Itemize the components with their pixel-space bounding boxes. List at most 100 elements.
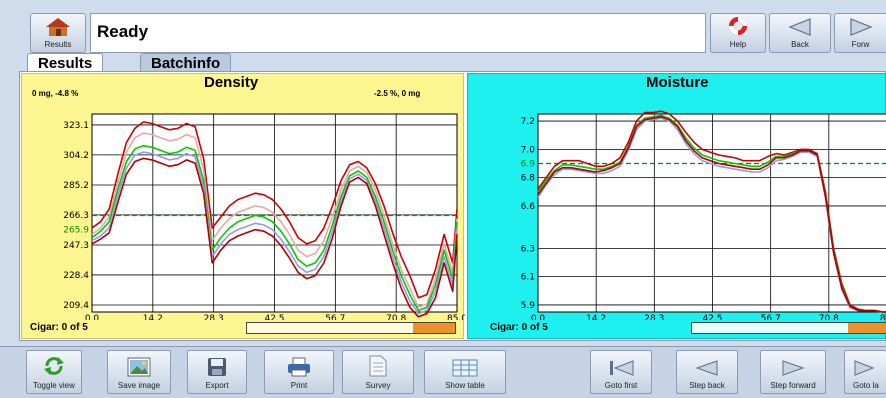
- goto-first-button[interactable]: Goto first: [590, 350, 652, 394]
- goto-last-label: Goto la: [853, 381, 879, 390]
- density-series-1-line: [91, 132, 458, 308]
- moisture-progress-fill: [692, 323, 848, 333]
- density-progress-accent: [413, 323, 455, 333]
- moisture-y-tick-label: 6.6: [521, 202, 536, 212]
- moisture-chart: 0.0 14.2 28.3 42.5 56.7 70.8 85. 7.2 7.0 6.8 6.6 6.…: [521, 110, 886, 320]
- forward-button[interactable]: Forw: [834, 13, 886, 53]
- density-title: Density: [204, 74, 259, 91]
- density-series-3-line: [91, 151, 458, 315]
- show-table-button[interactable]: Show table: [424, 350, 506, 394]
- toggle-view-button[interactable]: Toggle view: [26, 350, 82, 394]
- moisture-panel: Moisture 0.0 14.2 28.3 42.5 56.7 70.8 85. 7.2 7.…: [467, 73, 886, 339]
- forward-label: Forw: [851, 40, 870, 49]
- moisture-reference-label: 6.9: [521, 160, 536, 170]
- density-x-tick-label: 14.2: [143, 314, 163, 320]
- density-y-tick-label: 266.3: [63, 211, 89, 221]
- export-disk-icon: [208, 358, 226, 376]
- step-forward-label: Step forward: [770, 381, 816, 390]
- moisture-y-tick-label: 5.9: [521, 301, 536, 311]
- goto-first-label: Goto first: [604, 381, 638, 390]
- moisture-progress-bar: [691, 322, 886, 334]
- density-left-info: 0 mg, -4.8 %: [32, 89, 79, 98]
- survey-document-icon: [369, 355, 387, 377]
- density-x-tick-label: 85.0: [447, 314, 465, 320]
- moisture-y-tick-label: 6.1: [521, 273, 535, 283]
- printer-icon: [288, 357, 310, 377]
- density-panel: Density 0 mg, -4.8 % -2.5 %, 0 mg 0.0 14.…: [21, 73, 465, 339]
- back-label: Back: [791, 40, 809, 49]
- moisture-x-tick-label: 42.5: [702, 314, 722, 320]
- print-label: Print: [290, 381, 308, 390]
- density-x-tick-label: 70.8: [386, 314, 406, 320]
- density-progress-fill: [247, 323, 414, 333]
- results-home-button[interactable]: Results: [30, 13, 86, 53]
- moisture-cigar-label: Cigar: 0 of 5: [490, 322, 548, 333]
- moisture-x-tick-label: 14.2: [586, 314, 606, 320]
- step-back-label: Step back: [689, 381, 725, 390]
- forward-arrow-icon: [849, 18, 873, 36]
- step-forward-icon: [782, 360, 805, 376]
- help-button[interactable]: Help: [710, 13, 766, 53]
- goto-last-icon: [854, 360, 875, 376]
- moisture-y-tick-label: 7.2: [521, 117, 535, 127]
- density-x-tick-label: 56.7: [325, 314, 345, 320]
- density-x-tick-label: 42.5: [264, 314, 284, 320]
- density-y-tick-label: 209.4: [63, 301, 89, 311]
- density-x-tick-label: 28.3: [204, 314, 224, 320]
- status-text: Ready: [97, 22, 149, 41]
- results-home-label: Results: [44, 40, 72, 49]
- moisture-progress-accent: [848, 323, 886, 333]
- step-back-button[interactable]: Step back: [676, 350, 738, 394]
- moisture-x-tick-label: 0.0: [531, 314, 546, 320]
- density-right-info: -2.5 %, 0 mg: [374, 89, 421, 98]
- density-series-2-line: [91, 144, 458, 312]
- moisture-y-tick-label: 6.8: [521, 174, 536, 184]
- status-bar: Ready: [90, 13, 706, 53]
- survey-label: Survey: [365, 381, 391, 390]
- print-button[interactable]: Print: [264, 350, 334, 394]
- toggle-view-icon: [44, 357, 64, 375]
- table-grid-icon: [452, 359, 478, 377]
- density-series-4-line: [91, 157, 458, 318]
- moisture-x-tick-label: 85.: [880, 314, 886, 320]
- moisture-plot-area: [537, 113, 886, 313]
- tab-batchinfo[interactable]: Batchinfo: [140, 53, 232, 72]
- density-chart: 0.0 14.2 28.3 42.5 56.7 70.8 85.0 323.1 304.2 285…: [63, 113, 465, 320]
- step-back-icon: [695, 360, 718, 376]
- back-button[interactable]: Back: [769, 13, 831, 53]
- toggle-view-label: Toggle view: [33, 381, 75, 390]
- export-label: Export: [205, 381, 229, 390]
- moisture-x-tick-label: 28.3: [644, 314, 664, 320]
- save-image-label: Save image: [117, 381, 161, 390]
- step-forward-button[interactable]: Step forward: [760, 350, 826, 394]
- moisture-y-tick-label: 7.0: [521, 145, 536, 155]
- help-label: Help: [729, 40, 747, 49]
- goto-first-icon: [610, 360, 634, 376]
- density-progress-bar: [246, 322, 456, 334]
- density-y-tick-label: 285.2: [63, 181, 89, 191]
- density-series-0-line: [91, 121, 458, 299]
- moisture-x-tick-label: 70.8: [819, 314, 839, 320]
- density-y-tick-label: 323.1: [63, 121, 89, 131]
- back-arrow-icon: [788, 18, 811, 36]
- show-table-label: Show table: [445, 381, 485, 390]
- density-cigar-label: Cigar: 0 of 5: [30, 322, 88, 333]
- survey-button[interactable]: Survey: [342, 350, 414, 394]
- density-y-tick-label: 228.4: [63, 271, 89, 281]
- save-image-button[interactable]: Save image: [107, 350, 171, 394]
- density-x-tick-label: 0.0: [85, 314, 100, 320]
- moisture-x-tick-label: 56.7: [761, 314, 781, 320]
- moisture-y-tick-label: 6.3: [521, 244, 535, 254]
- moisture-series-3-line: [537, 115, 886, 313]
- save-image-icon: [127, 357, 151, 377]
- lifebuoy-help-icon: [729, 17, 747, 35]
- goto-last-button[interactable]: Goto la: [844, 350, 886, 394]
- tab-results[interactable]: Results: [27, 53, 104, 72]
- home-icon: [46, 18, 70, 36]
- density-reference-label: 265.9: [63, 226, 89, 236]
- density-y-tick-label: 304.2: [63, 151, 89, 161]
- export-button[interactable]: Export: [187, 350, 247, 394]
- moisture-title: Moisture: [646, 74, 709, 91]
- density-y-tick-label: 247.3: [63, 241, 89, 251]
